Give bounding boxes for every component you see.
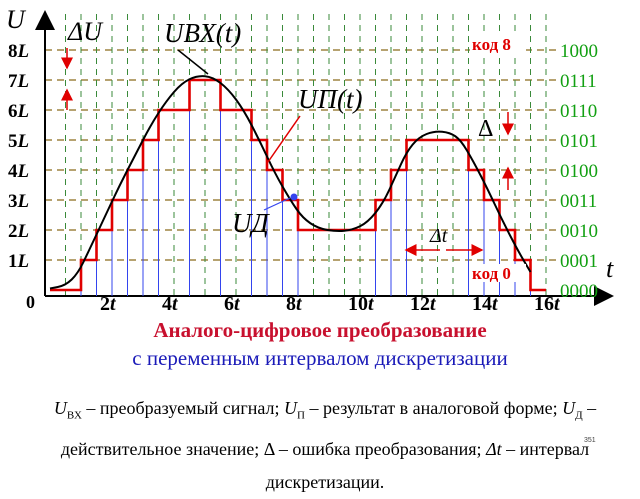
legend-u-in-text: – преобразуемый сигнал;	[86, 398, 280, 418]
y-axis-label: U	[6, 5, 27, 34]
time-labels: 2t 4t 6t 8t 10t 12t 14t 16t	[100, 293, 561, 315]
level-gridlines	[45, 49, 556, 261]
time-label: 6t	[224, 293, 241, 315]
code-bottom-bg	[470, 264, 526, 282]
level-label: 7L	[8, 71, 29, 92]
level-label: 8L	[8, 41, 29, 62]
u-p-pointer	[267, 115, 301, 163]
code-label: 0010	[560, 221, 598, 242]
time-label: 12t	[410, 293, 437, 315]
u-in-label: UВХ(t)	[164, 18, 241, 48]
code-labels: 0000 0001 0010 0011 0100 0101 0110 0111 1000	[560, 41, 598, 302]
code-bottom-label: код 0	[472, 264, 511, 283]
u-in-pointer	[177, 49, 209, 75]
u-d-pointer	[263, 197, 291, 211]
quantized-staircase	[50, 78, 546, 292]
code-label: 0101	[560, 131, 598, 152]
time-gridlines	[65, 14, 547, 296]
legend-u-d-sub: Д	[575, 409, 583, 422]
time-label: 2t	[100, 293, 117, 315]
analog-signal	[49, 75, 532, 290]
time-label: 14t	[472, 293, 499, 315]
code-label: 0001	[560, 251, 598, 272]
time-label: 16t	[534, 293, 561, 315]
legend-u-p-symbol: U	[284, 398, 298, 418]
code-label: 0000	[560, 281, 598, 302]
level-label: 1L	[8, 251, 29, 272]
caption-subtitle: с переменным интервалом дискретизации	[132, 346, 508, 370]
level-label: 4L	[8, 161, 29, 182]
legend-u-p-text: – результат в аналоговой форме;	[309, 398, 558, 418]
time-label: 4t	[162, 293, 179, 315]
time-label: 10t	[348, 293, 375, 315]
legend-u-p-sub: П	[297, 409, 305, 422]
origin-label: 0	[26, 292, 35, 312]
code-label: 0110	[560, 101, 597, 122]
code-label: 1000	[560, 41, 598, 62]
legend-u-in-sub: ВХ	[66, 409, 82, 422]
delta-u-label: ΔU	[67, 17, 104, 46]
x-axis-label: t	[606, 254, 614, 283]
level-label: 3L	[8, 191, 29, 212]
delta-label: Δ	[478, 116, 493, 142]
delta-t-label: Δt	[429, 225, 448, 247]
code-top-label: код 8	[472, 35, 511, 54]
level-labels: 1L 2L 3L 4L 5L 6L 7L 8L	[8, 41, 29, 272]
caption-title: Аналого-цифровое преобразование	[153, 318, 487, 342]
sample-point	[290, 193, 298, 201]
time-label: 8t	[286, 293, 303, 315]
legend-text: UВХ – преобразуемый сигнал; UП – результ…	[18, 392, 632, 499]
code-label: 0011	[560, 191, 597, 212]
u-p-label: UП(t)	[298, 84, 362, 114]
level-label: 5L	[8, 131, 29, 152]
code-top-bg	[470, 35, 526, 53]
page-number: 351	[584, 437, 596, 444]
legend-u-d-symbol: U	[562, 398, 576, 418]
code-label: 0100	[560, 161, 598, 182]
legend-u-in-symbol: U	[53, 398, 67, 418]
code-label: 0111	[560, 71, 597, 92]
level-label: 6L	[8, 101, 29, 122]
legend-dt-symbol: Δt	[486, 438, 502, 459]
legend-u-d-text: – действительное значение; Δ – ошибка пр…	[60, 398, 597, 459]
level-label: 2L	[8, 221, 29, 242]
u-d-label: UД	[232, 208, 270, 238]
